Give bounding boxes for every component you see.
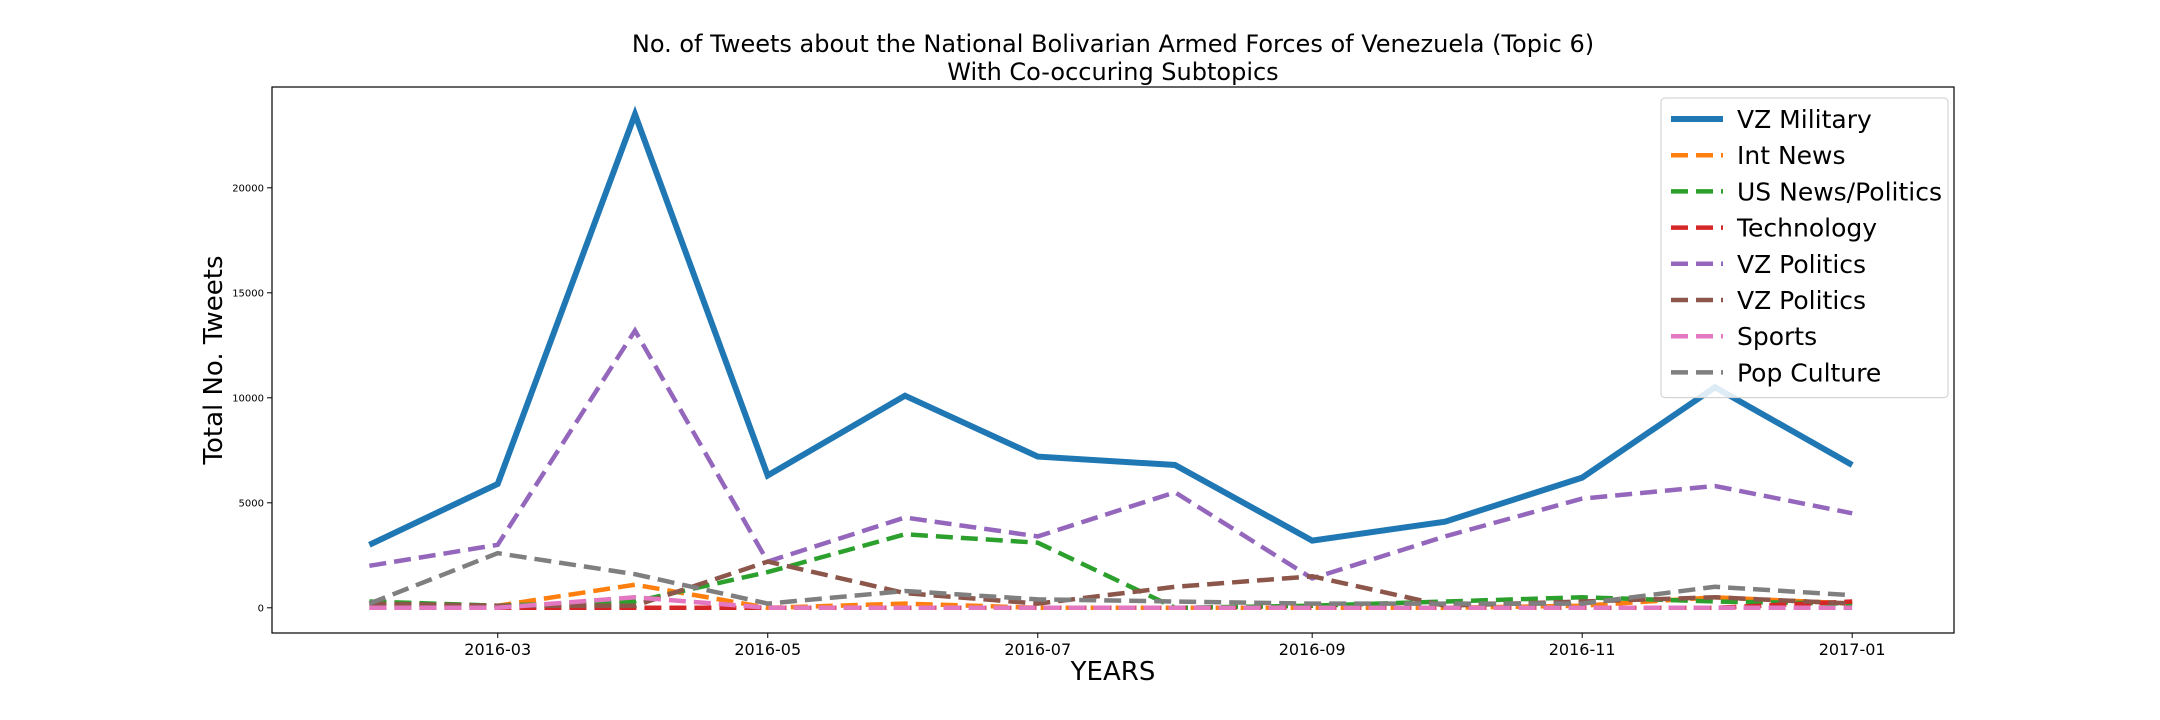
legend-label-6: Sports [1737,322,1817,351]
x-tick-label: 2016-07 [1004,640,1071,659]
y-tick-label: 5000 [239,498,264,509]
series-line-6 [369,595,1853,611]
legend-label-4: VZ Politics [1737,250,1866,279]
series-line-7 [368,550,1853,606]
series-line-0 [368,105,1854,548]
x-tick-label: 2016-05 [734,640,801,659]
y-tick-label: 10000 [232,393,264,404]
plot-frame [271,86,1955,634]
series-line-2 [369,532,1853,611]
y-axis-label: Total No. Tweets [199,256,229,466]
legend-label-7: Pop Culture [1737,358,1881,387]
y-tick-label: 15000 [232,288,264,299]
chart-title: No. of Tweets about the National Bolivar… [632,30,1594,58]
x-tick-label: 2016-11 [1549,640,1616,659]
legend-label-3: Technology [1736,214,1877,243]
legend-label-1: Int News [1737,141,1846,170]
x-tick-label: 2016-03 [464,640,531,659]
y-tick-label: 20000 [232,183,264,194]
legend-label-2: US News/Politics [1737,177,1942,206]
legend-label-5: VZ Politics [1737,286,1866,315]
series-line-4 [369,326,1853,581]
plot-area [368,105,1854,611]
x-axis-label: YEARS [1070,657,1156,687]
y-tick-label: 0 [258,603,264,614]
legend: VZ Military Int News US News/Politics Techn… [1660,97,1949,399]
x-tick-label: 2017-01 [1819,640,1886,659]
legend-label-0: VZ Military [1737,105,1872,134]
legend-box [1660,97,1949,399]
x-tick-label: 2016-09 [1279,640,1346,659]
chart-subtitle: With Co-occuring Subtopics [947,58,1278,86]
